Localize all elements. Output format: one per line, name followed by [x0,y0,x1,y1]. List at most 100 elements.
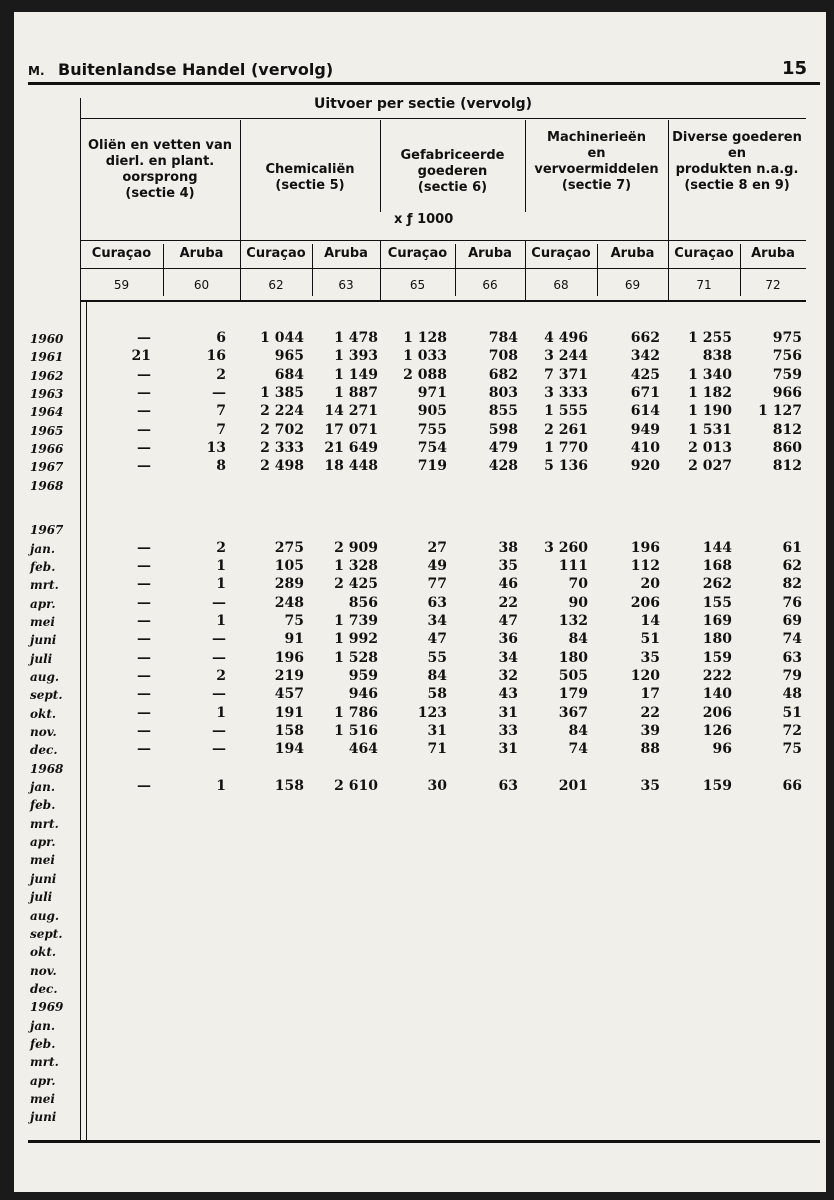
cell: 72 [782,723,802,739]
cell: 126 [702,723,732,739]
cell: — [137,539,151,556]
cell: 1 328 [334,557,378,574]
rule [80,268,806,269]
group-header-line: Machinerieën [547,130,646,145]
group-header: Machinerieën en vervoermiddelen (sectie 7) [525,130,668,194]
cell: — [137,667,151,684]
cell: 682 [488,366,518,383]
cell: 51 [782,704,802,721]
cell: 838 [702,348,732,365]
rule [668,120,669,240]
row-label: 1968 [30,478,64,493]
rule [312,244,313,296]
cell: 18 448 [324,458,378,475]
cell: 1 149 [334,366,378,383]
cell: 111 [558,557,588,574]
row-label: mei [30,1092,55,1106]
cell: 342 [630,348,660,365]
cell: 2 088 [403,366,447,383]
cell: 2 224 [260,403,304,420]
column-header: Curaçao [246,246,306,261]
cell: 2 498 [260,458,304,475]
cell: 662 [630,330,660,346]
cell: 425 [630,366,660,383]
cell: 1 770 [544,440,588,457]
cell: 457 [274,686,304,703]
cell: 201 [558,778,588,795]
sheet: M. Buitenlandse Handel (vervolg) 15 Uitv… [14,12,826,1192]
cell: — [137,330,151,346]
cell: 2 [216,667,226,684]
cell: — [137,704,151,721]
cell: 105 [274,557,304,574]
cell: 196 [274,649,304,666]
cell: 719 [417,458,447,475]
cell: 32 [498,667,518,684]
cell: — [137,385,151,402]
cell: — [212,649,226,666]
cell: 144 [702,539,732,556]
row-label: mrt. [30,578,59,593]
rule [525,120,526,212]
cell: 1 033 [403,348,447,365]
cell: 112 [630,557,660,574]
cell: 159 [702,778,732,795]
cell: 7 371 [544,366,588,383]
cell: 168 [702,557,732,574]
column-header: Aruba [324,246,368,261]
cell: 275 [274,539,304,556]
row-label: mei [30,614,55,629]
cell: 34 [427,612,447,629]
row-label: mrt. [30,816,59,831]
group-header-line: en [727,146,747,161]
cell: 123 [417,704,447,721]
cell: 70 [568,576,588,593]
cell: 1 531 [688,421,732,438]
cell: 90 [568,594,588,611]
row-label: aug. [30,908,60,923]
cell: 614 [630,403,660,420]
cell: 219 [274,667,304,684]
cell: 36 [498,631,518,648]
cell: 2 909 [334,539,378,556]
cell: 82 [782,576,802,593]
cell: 74 [782,631,802,648]
cell: 27 [427,539,447,556]
cell: 77 [427,576,447,593]
group-header-line: produkten n.a.g. [675,162,799,177]
cell: 71 [427,741,447,758]
column-number: 69 [624,278,641,292]
cell: 5 136 [544,458,588,475]
cell: 1 478 [334,330,378,346]
row-label: 1965 [30,423,64,438]
cell: 39 [640,723,660,739]
cell: 754 [417,440,447,457]
cell: 367 [558,704,588,721]
group-header-line: dierl. en plant. [105,154,215,169]
cell: 14 [640,612,660,629]
column-header: Aruba [468,246,512,261]
rule [380,120,381,212]
cell: 84 [568,723,588,739]
row-label: 1961 [30,350,64,365]
row-label: 1966 [30,442,64,457]
cell: — [137,741,151,758]
row-label: jan. [30,780,56,795]
cell: — [137,723,151,739]
cell: 63 [498,778,518,795]
cell: 63 [427,594,447,611]
rule [740,244,741,296]
cell: 88 [640,741,660,758]
cell: 96 [712,741,732,758]
cell: 1 739 [334,612,378,629]
group-header: Oliën en vetten van dierl. en plant. oorsp… [80,138,240,202]
group-header-line: (sectie 5) [275,178,345,193]
cell: 1 182 [688,385,732,402]
rule [28,1140,820,1143]
rule [80,98,81,1143]
cell: 428 [488,458,518,475]
group-header-line: Chemicaliën [265,162,355,177]
cell: 55 [427,649,447,666]
cell: 755 [417,421,447,438]
column-number: 71 [696,278,712,292]
